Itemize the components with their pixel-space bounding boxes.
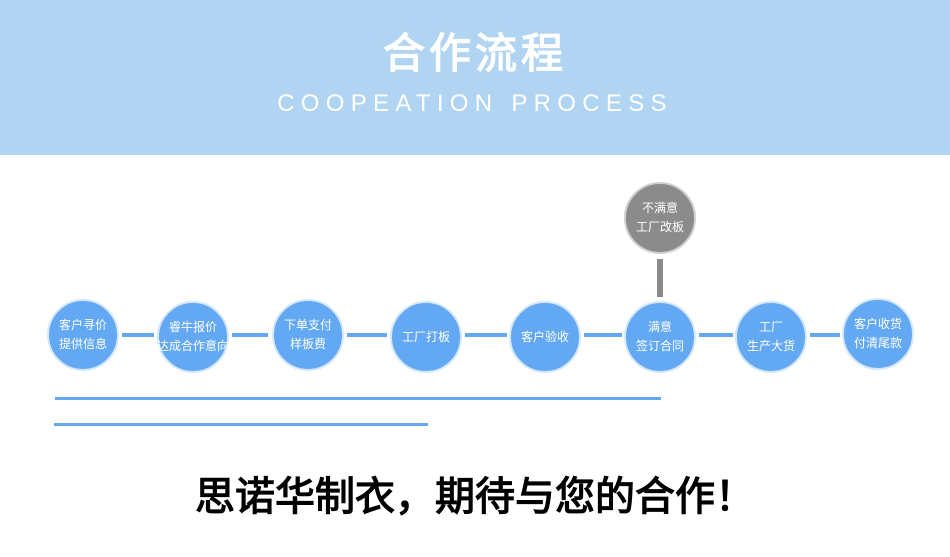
connector xyxy=(232,333,268,337)
step-label: 睿牛报价 xyxy=(168,320,217,334)
branch-label: 不满意 xyxy=(641,201,678,215)
step-label: 满意 xyxy=(647,320,672,334)
connector xyxy=(122,333,154,337)
step-5: 客户验收 xyxy=(509,301,581,373)
slogan: 思诺华制衣，期待与您的合作！ xyxy=(195,473,755,520)
branch-label: 工厂改板 xyxy=(635,220,684,234)
branch-connector xyxy=(657,259,663,297)
connector xyxy=(810,333,840,337)
step-label: 工厂打板 xyxy=(401,329,450,344)
step-6: 满意 签订合同 xyxy=(624,301,696,373)
step-label: 工厂 xyxy=(758,320,783,334)
branch-step: 不满意 工厂改板 xyxy=(624,182,696,254)
step-4: 工厂打板 xyxy=(390,301,462,373)
step-7: 工厂 生产大货 xyxy=(735,301,807,373)
step-label: 下单支付 xyxy=(283,318,332,332)
step-label: 提供信息 xyxy=(58,337,107,351)
header-banner: 合作流程 COOPEATION PROCESS xyxy=(0,0,950,155)
divider-line xyxy=(55,397,661,400)
connector xyxy=(584,333,622,337)
step-label: 付清尾款 xyxy=(853,336,902,350)
connector xyxy=(465,333,507,337)
page-title: 合作流程 xyxy=(382,29,567,78)
step-1: 客户寻价 提供信息 xyxy=(47,299,119,371)
step-label: 签订合同 xyxy=(635,339,684,353)
step-label: 样板费 xyxy=(289,337,326,351)
step-label: 客户寻价 xyxy=(58,318,107,332)
step-8: 客户收货 付清尾款 xyxy=(842,298,914,370)
page-subtitle: COOPEATION PROCESS xyxy=(277,90,673,117)
step-label: 客户收货 xyxy=(853,317,902,331)
step-2: 睿牛报价达成合作意向 xyxy=(157,301,229,373)
step-3: 下单支付 样板费 xyxy=(272,299,344,371)
step-label: 生产大货 xyxy=(746,339,795,353)
step-label: 客户验收 xyxy=(520,329,569,344)
connector xyxy=(347,333,387,337)
connector xyxy=(699,333,733,337)
step-label: 达成合作意向 xyxy=(157,339,230,353)
divider-line xyxy=(54,423,428,426)
